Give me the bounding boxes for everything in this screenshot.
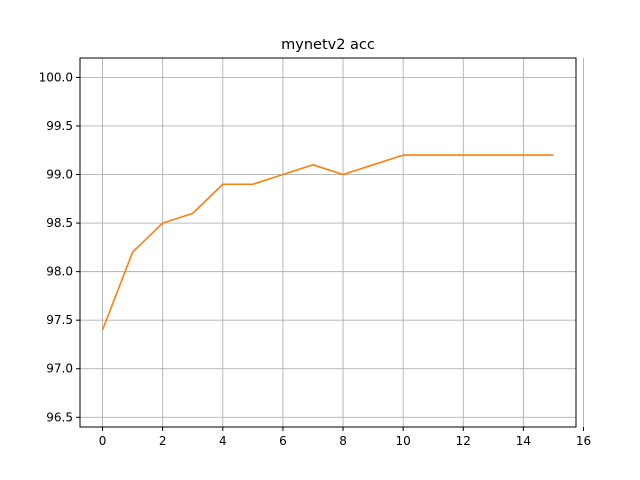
y-axis: 96.5 97.0 97.5 98.0 98.5 99.0 99.5 100.0 (39, 70, 80, 424)
chart-title: mynetv2 acc (281, 37, 375, 53)
y-tick-label: 97.5 (46, 313, 73, 327)
x-tick-label: 8 (339, 434, 347, 448)
series-line (101, 154, 554, 331)
x-tick-label: 16 (576, 434, 591, 448)
series-layer (101, 154, 554, 331)
y-tick-label: 96.5 (46, 410, 73, 424)
y-tick-label: 98.0 (46, 265, 73, 279)
x-tick-label: 4 (219, 434, 227, 448)
x-tick-label: 6 (279, 434, 287, 448)
x-tick-label: 2 (159, 434, 167, 448)
grid (80, 58, 584, 427)
plot-frame (79, 57, 577, 428)
y-tick-label: 98.5 (46, 216, 73, 230)
y-tick-label: 97.0 (46, 362, 73, 376)
x-tick-label: 14 (516, 434, 531, 448)
x-tick-label: 0 (99, 434, 107, 448)
x-axis: 0 2 4 6 8 10 12 14 16 (99, 427, 591, 448)
y-tick-label: 99.0 (46, 168, 73, 182)
x-tick-label: 12 (456, 434, 471, 448)
y-tick-label: 100.0 (39, 70, 73, 84)
x-tick-label: 10 (396, 434, 411, 448)
y-tick-label: 99.5 (46, 119, 73, 133)
